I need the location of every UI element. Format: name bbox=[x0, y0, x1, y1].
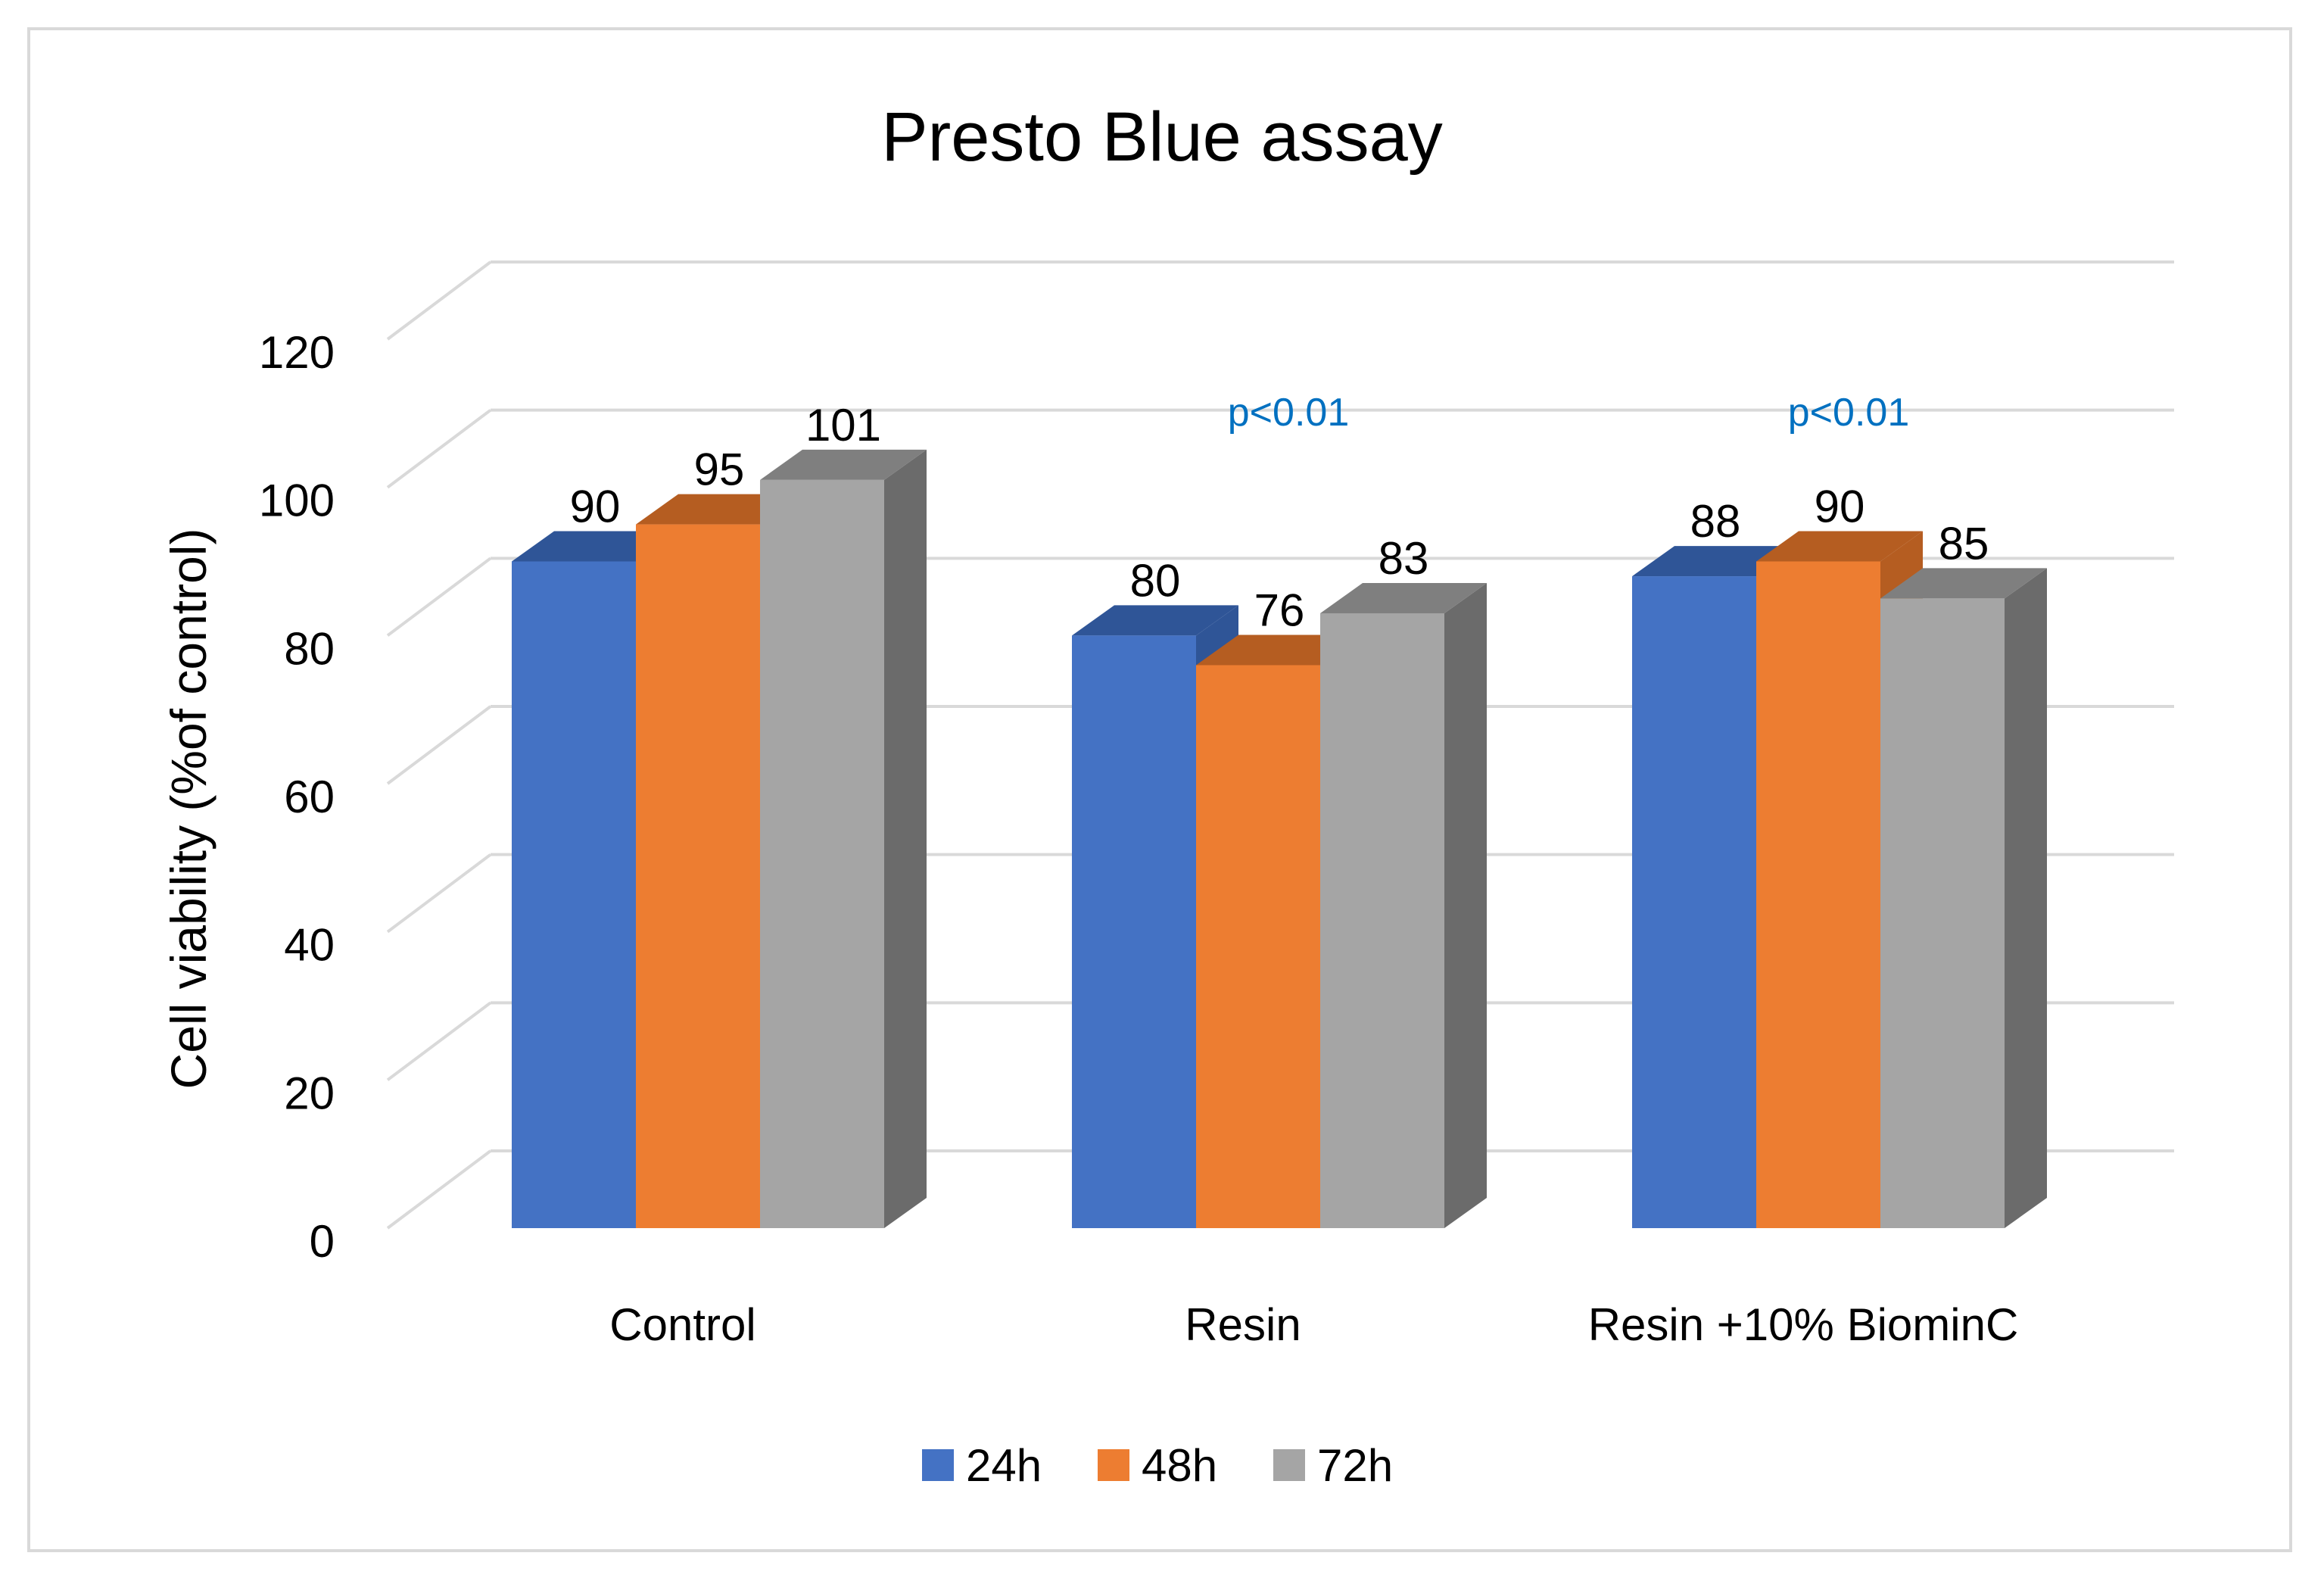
legend-swatch bbox=[1273, 1449, 1305, 1481]
legend-item-72h: 72h bbox=[1273, 1440, 1393, 1491]
data-label-72h-control: 101 bbox=[805, 400, 881, 451]
bar-top bbox=[760, 449, 927, 480]
bar-top bbox=[1880, 568, 2047, 599]
bar-72h-resin-10-biominc bbox=[1880, 568, 2047, 1228]
data-labels: 90 95 101 80 76 83 88 90 85 bbox=[570, 400, 1989, 636]
chart-title: Presto Blue assay bbox=[881, 98, 1442, 176]
bar-front bbox=[1632, 576, 1756, 1228]
bar-72h-control bbox=[760, 449, 927, 1229]
bar-top bbox=[1072, 605, 1238, 636]
legend-label: 48h bbox=[1142, 1440, 1217, 1491]
gridline-depth bbox=[386, 1149, 492, 1230]
bar-front bbox=[636, 524, 760, 1228]
data-label-48h-resin: 76 bbox=[1254, 585, 1305, 635]
category-label-resin-10-biominc: Resin +10% BiominC bbox=[1588, 1299, 2019, 1350]
data-label-48h-control: 95 bbox=[694, 444, 745, 495]
bars bbox=[512, 449, 2047, 1229]
y-axis-label: Cell viability (%of control) bbox=[160, 529, 217, 1090]
gridline-depth bbox=[386, 1001, 492, 1081]
data-label-72h-resin-10-biominc: 85 bbox=[1939, 518, 1989, 569]
bar-front bbox=[1880, 598, 2005, 1228]
legend-item-24h: 24h bbox=[922, 1440, 1042, 1491]
y-tick-label: 20 bbox=[284, 1068, 335, 1118]
gridline-depth bbox=[386, 409, 492, 489]
bar-side bbox=[2005, 568, 2047, 1228]
data-label-48h-resin-10-biominc: 90 bbox=[1815, 482, 1865, 532]
gridline-depth bbox=[386, 853, 492, 934]
legend-swatch bbox=[922, 1449, 954, 1481]
bar-front bbox=[1756, 561, 1880, 1228]
annotation-resin-10-biominc: p<0.01 bbox=[1788, 391, 1910, 435]
y-axis-ticks: 0 20 40 60 80 100 120 bbox=[259, 327, 335, 1267]
data-label-24h-resin: 80 bbox=[1130, 555, 1181, 606]
y-tick-label: 0 bbox=[310, 1216, 335, 1267]
legend-label: 72h bbox=[1317, 1440, 1393, 1491]
bar-front bbox=[760, 479, 884, 1228]
annotations: p<0.01 p<0.01 bbox=[1228, 391, 1910, 435]
data-label-24h-resin-10-biominc: 88 bbox=[1690, 496, 1741, 547]
y-tick-label: 40 bbox=[284, 920, 335, 971]
annotation-resin: p<0.01 bbox=[1228, 391, 1350, 435]
bar-top bbox=[1756, 531, 1923, 562]
y-tick-label: 60 bbox=[284, 772, 335, 822]
bar-side bbox=[1444, 582, 1487, 1228]
gridline-depth bbox=[386, 705, 492, 785]
bar-front bbox=[1320, 613, 1444, 1228]
bar-72h-resin bbox=[1320, 582, 1487, 1228]
category-label-resin: Resin bbox=[1185, 1299, 1301, 1350]
legend-label: 24h bbox=[966, 1440, 1042, 1491]
gridline-depth bbox=[386, 260, 492, 341]
bar-side bbox=[884, 449, 927, 1229]
legend-swatch bbox=[1098, 1449, 1129, 1481]
y-tick-label: 120 bbox=[259, 327, 335, 378]
category-label-control: Control bbox=[609, 1299, 755, 1350]
y-tick-label: 80 bbox=[284, 623, 335, 674]
bar-top bbox=[1320, 582, 1487, 613]
bar-front bbox=[1196, 665, 1320, 1228]
legend-item-48h: 48h bbox=[1098, 1440, 1217, 1491]
legend: 24h 48h 72h bbox=[922, 1440, 1393, 1491]
gridline-depth bbox=[386, 557, 492, 637]
data-label-24h-control: 90 bbox=[570, 482, 621, 532]
bar-front bbox=[512, 561, 636, 1228]
data-label-72h-resin: 83 bbox=[1379, 533, 1429, 584]
category-labels: Control Resin Resin +10% BiominC bbox=[609, 1299, 2018, 1350]
y-tick-label: 100 bbox=[259, 476, 335, 526]
bar-front bbox=[1072, 635, 1196, 1228]
